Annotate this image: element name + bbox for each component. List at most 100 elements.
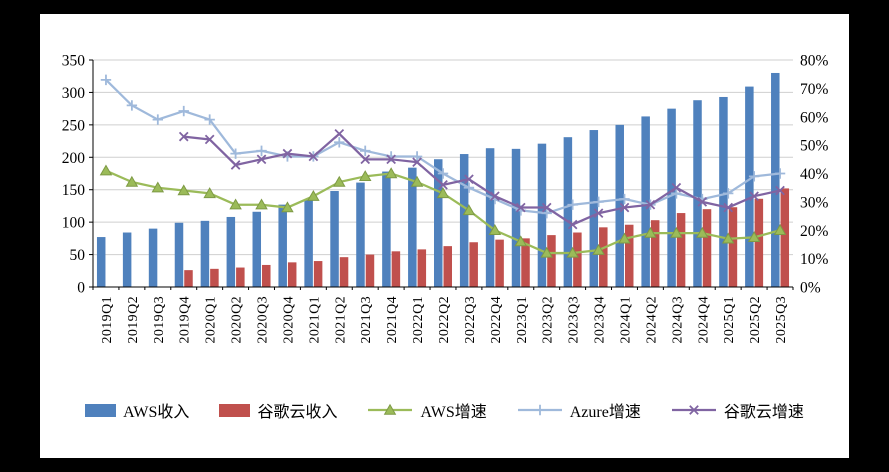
x-marker-icon [567,219,578,230]
bar-series1-pt14 [469,242,478,287]
bar-series1-pt13 [443,246,452,287]
bar-series0-pt24 [719,96,728,288]
legend-item-aws-revenue: AWS收入 [85,398,189,422]
plus-marker-icon [100,74,112,86]
bar-series0-pt5 [226,216,236,287]
x-marker-icon [230,160,241,170]
triangle-marker-icon [488,224,502,235]
triangle-marker-icon [384,403,397,415]
bar-series1-pt23 [702,209,712,287]
triangle-marker-icon [229,198,242,210]
category-label: 2020Q3 [256,296,271,344]
bar-series0-pt25 [745,86,754,287]
legend-label-google-growth: 谷歌云增速 [723,404,804,421]
bar-series0-pt16 [511,148,521,287]
category-label: 2022Q3 [463,296,478,344]
bar-series1-pt6 [262,264,271,287]
bar-series1-pt9 [339,257,349,287]
x-marker-icon [671,182,682,193]
line-series2 [183,132,781,226]
right-axis-label: 10% [800,251,829,268]
category-label: 2019Q1 [100,296,115,344]
right-axis-label: 30% [800,194,829,211]
right-axis-label: 20% [800,223,829,240]
x-marker-icon [688,405,699,415]
bar-series1-pt4 [210,268,219,287]
right-axis-label: 70% [800,81,829,98]
plus-marker-icon [671,188,682,199]
category-label: 2023Q2 [541,296,556,344]
category-label: 2019Q4 [178,296,193,344]
left-axis-label: 100 [62,215,86,232]
triangle-marker-icon [99,164,113,176]
triangle-marker-icon [358,170,372,182]
bar-series0-pt12 [408,167,417,287]
plus-marker-icon [722,188,734,199]
bar-series1-pt21 [650,220,660,287]
bar-series0-pt19 [589,130,599,287]
x-marker-icon [697,197,708,207]
legend-item-aws-growth: AWS增速 [367,398,487,422]
x-marker-icon [541,202,552,213]
x-marker-icon [178,131,189,142]
category-label: 2019Q3 [152,296,167,344]
plus-marker-icon [334,137,345,148]
plus-marker-icon [541,208,552,219]
bar-series1-pt18 [573,232,582,287]
legend-swatch-google-growth-icon [671,403,717,417]
category-label: 2024Q3 [670,296,685,344]
plus-marker-icon [774,168,786,179]
triangle-marker-icon [514,235,528,247]
left-axis-label: 50 [70,247,86,264]
bar-series0-pt22 [667,108,676,288]
plus-marker-icon [126,100,138,111]
bar-series0-pt17 [537,143,547,287]
triangle-marker-icon [281,201,294,213]
bar-series0-pt4 [200,220,210,287]
bar-series1-pt20 [624,224,634,287]
x-marker-icon [593,208,604,219]
triangle-marker-icon [151,181,165,193]
category-label: 2023Q1 [515,296,530,344]
bar-series1-pt16 [521,238,530,287]
category-label: 2019Q2 [126,296,141,344]
triangle-marker-icon [695,226,709,238]
bar-series0-pt2 [148,228,158,287]
x-marker-icon [256,154,267,165]
plus-marker-icon [360,145,371,156]
x-marker-icon [490,191,500,202]
category-label: 2022Q1 [411,296,426,344]
category-label: 2021Q4 [385,296,400,344]
right-axis-label: 80% [800,53,829,70]
x-marker-icon [723,202,734,213]
right-axis-label: 0% [800,280,821,297]
right-axis-label: 40% [800,166,829,183]
triangle-marker-icon [644,226,657,238]
bar-series1-pt7 [287,262,297,287]
bar-series0-pt15 [485,148,495,287]
x-marker-icon [619,202,630,213]
bar-series0-pt0 [96,237,106,287]
triangle-marker-icon [592,243,605,255]
legend-label-google-revenue: 谷歌云收入 [257,404,338,421]
bar-series0-pt1 [122,232,132,287]
bar-series0-pt8 [304,199,313,287]
bar-series1-pt22 [676,213,686,287]
legend-item-google-growth: 谷歌云增速 [671,398,804,422]
x-marker-icon [334,128,345,139]
legend-label-aws-revenue: AWS收入 [123,404,190,421]
bar-series1-pt26 [780,188,790,287]
bar-series0-pt11 [382,171,391,287]
left-axis-label: 0 [77,280,85,297]
bar-series0-pt26 [771,72,780,287]
plus-marker-icon [411,151,423,162]
left-axis-label: 200 [62,150,86,167]
plus-marker-icon [437,168,449,179]
triangle-marker-icon [618,232,631,244]
legend-swatch-aws-revenue-icon [85,403,117,417]
bar-series1-pt25 [754,198,764,287]
triangle-marker-icon [333,175,346,187]
triangle-marker-icon [721,232,735,244]
bar-series0-pt13 [434,159,443,287]
bar-series1-pt3 [184,270,193,287]
